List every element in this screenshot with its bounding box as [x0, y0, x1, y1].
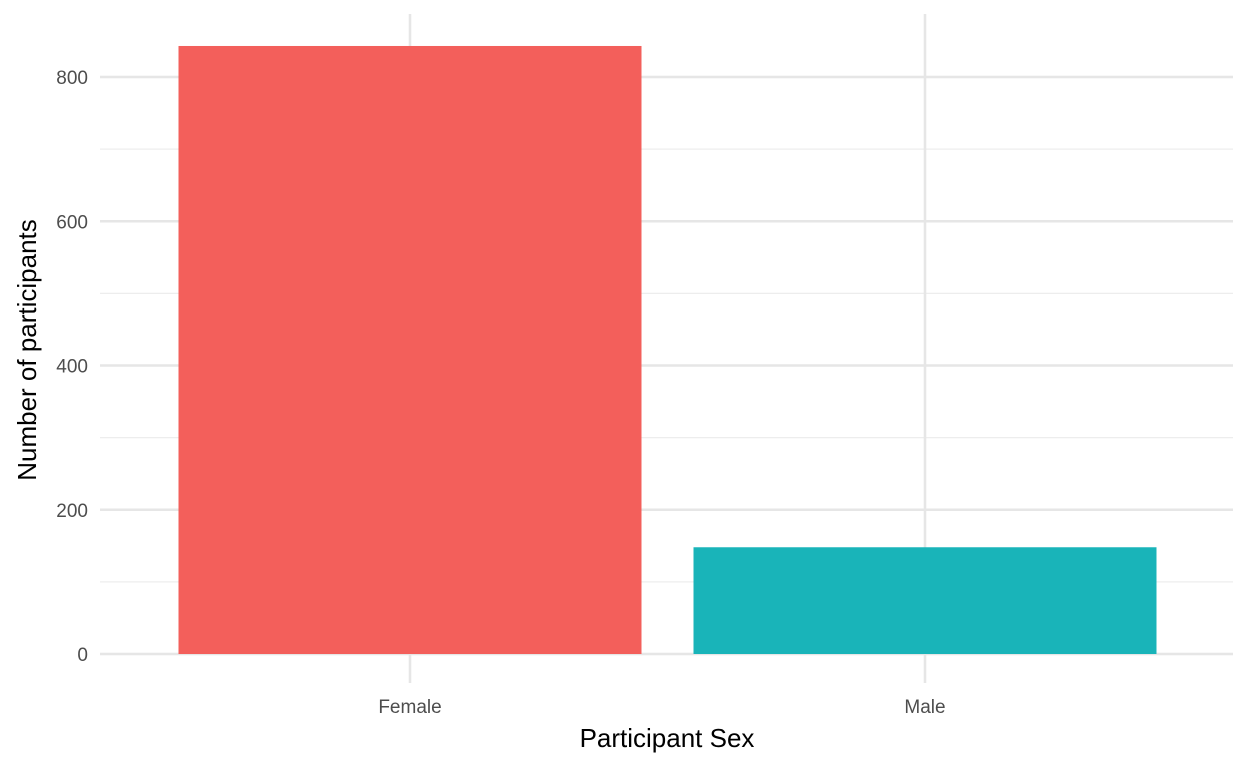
bars: [178, 45, 1157, 654]
y-axis-ticks: 0 200 400 600 800: [56, 68, 88, 666]
y-tick-label-400: 400: [56, 357, 88, 378]
x-axis-ticks: Female Male: [378, 697, 945, 718]
y-tick-label-600: 600: [56, 212, 88, 233]
y-tick-label-0: 0: [77, 645, 88, 666]
x-axis-title: Participant Sex: [580, 723, 755, 753]
bar-male: [693, 547, 1157, 654]
y-tick-label-800: 800: [56, 68, 88, 89]
x-tick-label-male: Male: [904, 697, 945, 718]
y-axis-title: Number of participants: [12, 219, 42, 481]
x-tick-label-female: Female: [378, 697, 441, 718]
bar-female: [178, 45, 642, 654]
y-tick-label-200: 200: [56, 501, 88, 522]
